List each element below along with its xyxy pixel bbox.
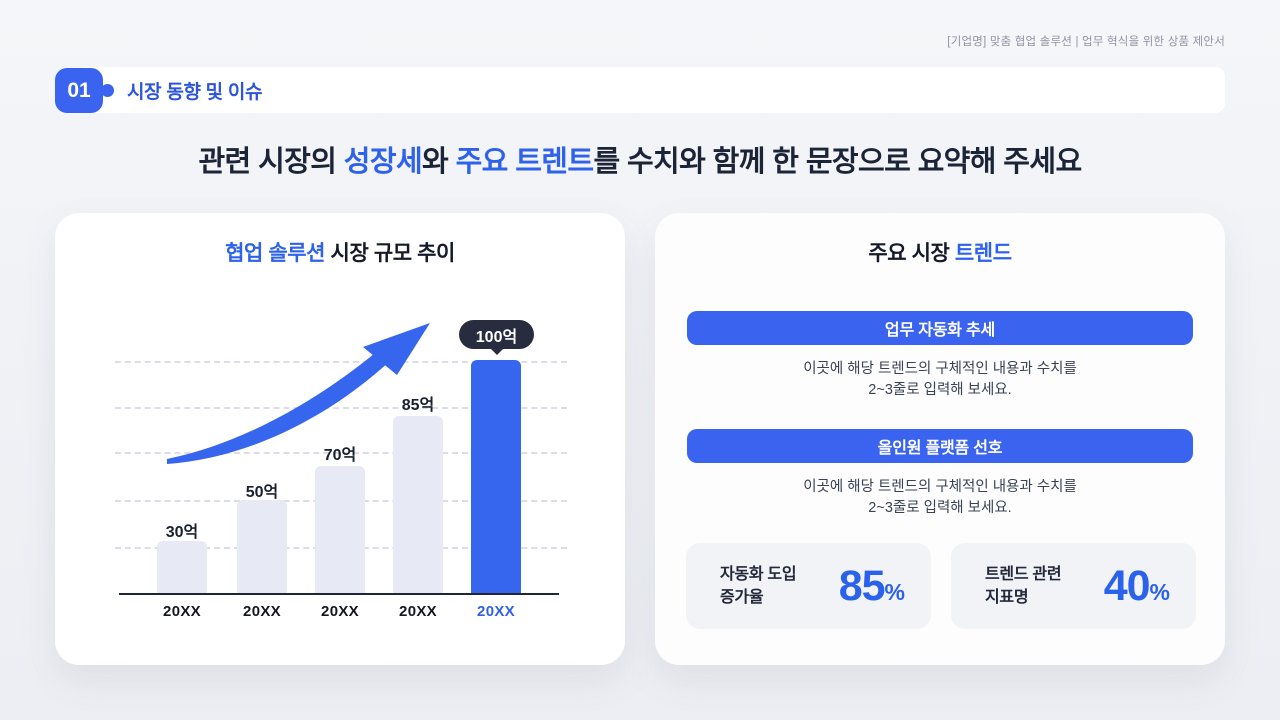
x-tick-label: 20XX bbox=[163, 603, 201, 620]
headline-part: 와 bbox=[422, 146, 456, 178]
trend-body-1: 이곳에 해당 트렌드의 구체적인 내용과 수치를 2~3줄로 입력해 보세요. bbox=[687, 359, 1193, 401]
trends-title-accent: 트렌드 bbox=[954, 242, 1012, 265]
bar-value-label: 85억 bbox=[401, 397, 435, 414]
bar-20xx-4 bbox=[393, 416, 443, 595]
trend-body-2: 이곳에 해당 트렌드의 구체적인 내용과 수치를 2~3줄로 입력해 보세요. bbox=[687, 477, 1193, 519]
peak-value-callout: 100억 bbox=[459, 320, 534, 355]
section-number: 01 bbox=[67, 78, 91, 102]
trends-title-rest: 주요 시장 bbox=[868, 242, 955, 265]
growth-arrow-icon bbox=[167, 323, 430, 464]
chart-title: 협업 솔루션 시장 규모 추이 bbox=[55, 237, 625, 267]
badge-knob-shape bbox=[101, 84, 114, 97]
trend-body-2-line1: 이곳에 해당 트렌드의 구체적인 내용과 수치를 bbox=[803, 479, 1077, 495]
stat-value: 85% bbox=[839, 562, 905, 611]
x-tick-label: 20XX bbox=[243, 603, 281, 620]
stat-label: 자동화 도입 증가율 bbox=[720, 563, 797, 609]
gridline bbox=[115, 407, 567, 409]
headline-part: 를 수치와 함께 한 문장으로 요약해 주세요 bbox=[593, 146, 1082, 178]
peak-value-label: 100억 bbox=[475, 328, 518, 346]
chart-title-rest: 시장 규모 추이 bbox=[325, 242, 456, 265]
x-axis-line bbox=[119, 593, 559, 595]
stat-box-trend-metric: 트렌드 관련 지표명 40% bbox=[951, 543, 1196, 629]
stat-label-line1: 트렌드 관련 bbox=[985, 566, 1062, 583]
bar-20xx-2 bbox=[237, 500, 287, 595]
stat-label-line1: 자동화 도입 bbox=[720, 566, 797, 583]
bar-20xx-5-highlight bbox=[471, 360, 521, 595]
bar-20xx-3 bbox=[315, 466, 365, 595]
stat-number: 40 bbox=[1103, 561, 1151, 610]
headline-part-accent: 주요 트렌트 bbox=[455, 146, 594, 178]
bar-value-label: 50억 bbox=[245, 484, 279, 501]
section-title: 시장 동향 및 이슈 bbox=[127, 81, 263, 103]
bar-20xx-1 bbox=[157, 541, 207, 595]
trends-card: 주요 시장 트렌드 업무 자동화 추세 이곳에 해당 트렌드의 구체적인 내용과… bbox=[655, 213, 1225, 665]
doc-info-text: [기업명] 맞춤 협업 솔루션 | 업무 혁식을 위한 상품 제안서 bbox=[947, 36, 1225, 48]
trend-banner-2: 올인원 플랫폼 선호 bbox=[687, 429, 1193, 463]
stat-box-automation: 자동화 도입 증가율 85% bbox=[686, 543, 931, 629]
trend-body-2-line2: 2~3줄로 입력해 보세요. bbox=[868, 500, 1012, 516]
gridline bbox=[115, 452, 567, 454]
x-tick-label: 20XX bbox=[399, 603, 437, 620]
callout-tail-shape bbox=[489, 348, 504, 355]
trend-body-1-line1: 이곳에 해당 트렌드의 구체적인 내용과 수치를 bbox=[803, 361, 1077, 377]
stat-unit: % bbox=[1149, 578, 1170, 605]
x-tick-label-highlight: 20XX bbox=[477, 603, 515, 620]
stat-value: 40% bbox=[1104, 562, 1170, 611]
trend-body-1-line2: 2~3줄로 입력해 보세요. bbox=[868, 382, 1012, 398]
chart-card: 협업 솔루션 시장 규모 추이 30억 50억 70억 85억 100억 20X… bbox=[55, 213, 625, 665]
section-header-bar bbox=[75, 67, 1225, 113]
stat-unit: % bbox=[884, 578, 905, 605]
stat-label-line2: 증가율 bbox=[720, 589, 764, 606]
trends-title: 주요 시장 트렌드 bbox=[655, 237, 1225, 267]
stat-label: 트렌드 관련 지표명 bbox=[985, 563, 1062, 609]
stat-number: 85 bbox=[838, 561, 886, 610]
trend-banner-1: 업무 자동화 추세 bbox=[687, 311, 1193, 345]
slide-headline: 관련 시장의 성장세와 주요 트렌트를 수치와 함께 한 문장으로 요약해 주세… bbox=[0, 138, 1280, 180]
gridline bbox=[115, 361, 567, 363]
section-number-badge: 01 bbox=[55, 68, 114, 113]
headline-part: 관련 시장의 bbox=[198, 146, 344, 178]
chart-title-accent: 협업 솔루션 bbox=[225, 242, 326, 265]
headline-part-accent: 성장세 bbox=[343, 146, 423, 178]
stat-label-line2: 지표명 bbox=[985, 589, 1029, 606]
bar-value-label: 30억 bbox=[165, 524, 199, 541]
x-tick-label: 20XX bbox=[321, 603, 359, 620]
bar-value-label: 70억 bbox=[323, 447, 357, 464]
